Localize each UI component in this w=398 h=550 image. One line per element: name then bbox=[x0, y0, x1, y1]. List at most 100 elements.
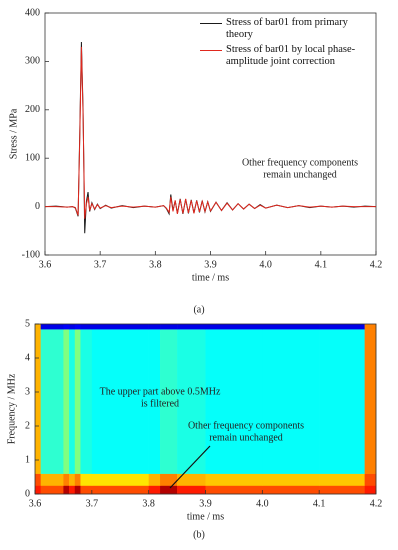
x-tick-label: 4.2 bbox=[370, 259, 383, 270]
y-tick-label: 0 bbox=[35, 201, 40, 212]
annotation-arrow bbox=[169, 445, 211, 489]
heatmap-cell bbox=[69, 473, 76, 486]
heatmap-cell bbox=[262, 324, 320, 330]
legend-label: Stress of bar01 by local phase-amplitude… bbox=[226, 44, 356, 67]
heatmap-cell bbox=[74, 485, 81, 495]
heatmap-cell bbox=[148, 329, 161, 474]
annotation: remain unchanged bbox=[263, 169, 337, 180]
x-axis-label: time / ms bbox=[192, 272, 229, 283]
y-tick-label: 5 bbox=[25, 318, 30, 329]
y-tick-label: 4 bbox=[25, 352, 30, 363]
heatmap-cell bbox=[177, 485, 206, 495]
heatmap-cell bbox=[63, 473, 70, 486]
annotation: Other frequency components bbox=[242, 157, 358, 168]
heatmap-cell bbox=[40, 324, 64, 330]
heatmap-cell bbox=[262, 485, 320, 495]
caption: (b) bbox=[193, 529, 205, 540]
x-tick-label: 3.9 bbox=[199, 498, 212, 509]
heatmap-cell bbox=[177, 329, 206, 474]
heatmap-cell bbox=[364, 485, 377, 495]
y-tick-label: -100 bbox=[22, 249, 40, 260]
x-axis-label: time / ms bbox=[187, 511, 224, 522]
heatmap-cell bbox=[69, 485, 76, 495]
heatmap-cell bbox=[364, 473, 377, 486]
x-tick-label: 3.8 bbox=[149, 259, 162, 270]
annotation: The upper part above 0.5MHz bbox=[100, 386, 221, 397]
x-tick-label: 3.8 bbox=[142, 498, 155, 509]
legend: Stress of bar01 from primary theory Stres… bbox=[198, 17, 366, 71]
legend-item: Stress of bar01 by local phase-amplitude… bbox=[198, 44, 366, 68]
heatmap-cell bbox=[40, 473, 64, 486]
heatmap-cell bbox=[160, 485, 178, 495]
x-tick-label: 4.0 bbox=[256, 498, 269, 509]
heatmap-cell bbox=[205, 324, 263, 330]
heatmap-cell bbox=[319, 473, 365, 486]
legend-swatch bbox=[200, 50, 222, 51]
heatmap-cell bbox=[91, 473, 149, 486]
legend-item: Stress of bar01 from primary theory bbox=[198, 17, 366, 41]
heatmap-cell bbox=[69, 329, 76, 474]
heatmap-cell bbox=[35, 329, 41, 474]
caption: (a) bbox=[193, 304, 204, 315]
heatmap-cell bbox=[91, 329, 149, 474]
heatmap-cell bbox=[74, 329, 81, 474]
heatmap-cell bbox=[177, 473, 206, 486]
y-tick-label: 1 bbox=[25, 454, 30, 465]
heatmap-cell bbox=[177, 324, 206, 330]
heatmap-cell bbox=[80, 324, 93, 330]
y-tick-label: 200 bbox=[25, 104, 40, 115]
x-tick-label: 3.6 bbox=[29, 498, 42, 509]
heatmap-cell bbox=[80, 485, 93, 495]
heatmap-cell bbox=[148, 485, 161, 495]
heatmap-cell bbox=[35, 324, 41, 330]
heatmap-cell bbox=[63, 485, 70, 495]
heatmap-cell bbox=[205, 473, 263, 486]
heatmap-cell bbox=[364, 324, 377, 330]
heatmap-cell bbox=[148, 473, 161, 486]
legend-swatch bbox=[200, 23, 222, 24]
annotation: remain unchanged bbox=[209, 432, 283, 443]
heatmap-cell bbox=[319, 329, 365, 474]
x-tick-label: 3.9 bbox=[204, 259, 217, 270]
y-tick-label: 3 bbox=[25, 386, 30, 397]
heatmap-cell bbox=[69, 324, 76, 330]
heatmap-cell bbox=[160, 324, 178, 330]
heatmap-cell bbox=[262, 473, 320, 486]
heatmap-cell bbox=[74, 473, 81, 486]
x-tick-label: 4.1 bbox=[315, 259, 328, 270]
heatmap-cell bbox=[63, 329, 70, 474]
heatmap-cell bbox=[35, 485, 41, 495]
heatmap-cell bbox=[63, 324, 70, 330]
data-line bbox=[45, 46, 376, 219]
heatmap-cell bbox=[74, 324, 81, 330]
heatmap-cell bbox=[205, 485, 263, 495]
x-tick-label: 3.7 bbox=[86, 498, 99, 509]
heatmap-cell bbox=[364, 329, 377, 474]
y-tick-label: 0 bbox=[25, 488, 30, 499]
heatmap-cell bbox=[80, 473, 93, 486]
annotation: is filtered bbox=[141, 398, 179, 409]
heatmap-cell bbox=[148, 324, 161, 330]
x-tick-label: 3.7 bbox=[94, 259, 107, 270]
heatmap-cell bbox=[40, 329, 64, 474]
y-axis-label: Frequency / MHz bbox=[6, 373, 17, 444]
y-tick-label: 400 bbox=[25, 7, 40, 18]
heatmap-cell bbox=[262, 329, 320, 474]
heatmap-cell bbox=[91, 485, 149, 495]
y-tick-label: 100 bbox=[25, 152, 40, 163]
y-tick-label: 2 bbox=[25, 420, 30, 431]
x-tick-label: 3.6 bbox=[39, 259, 52, 270]
legend-label: Stress of bar01 from primary theory bbox=[226, 17, 348, 40]
heatmap-cell bbox=[40, 485, 64, 495]
heatmap-cell bbox=[35, 473, 41, 486]
heatmap-cell bbox=[319, 485, 365, 495]
heatmap-cell bbox=[91, 324, 149, 330]
y-tick-label: 300 bbox=[25, 56, 40, 67]
plot-1: 3.6 3.7 3.8 3.9 4.0 4.1 4.2 -100 0 100 200 300 400 ti… bbox=[8, 7, 382, 315]
plot-2: 3.6 3.7 3.8 3.9 4.0 4.1 4.2 0 1 2 3 4 5 time / ms Freq… bbox=[6, 318, 382, 540]
heatmap-cell bbox=[160, 329, 178, 474]
annotation: Other frequency components bbox=[188, 420, 304, 431]
heatmap-cell bbox=[319, 324, 365, 330]
